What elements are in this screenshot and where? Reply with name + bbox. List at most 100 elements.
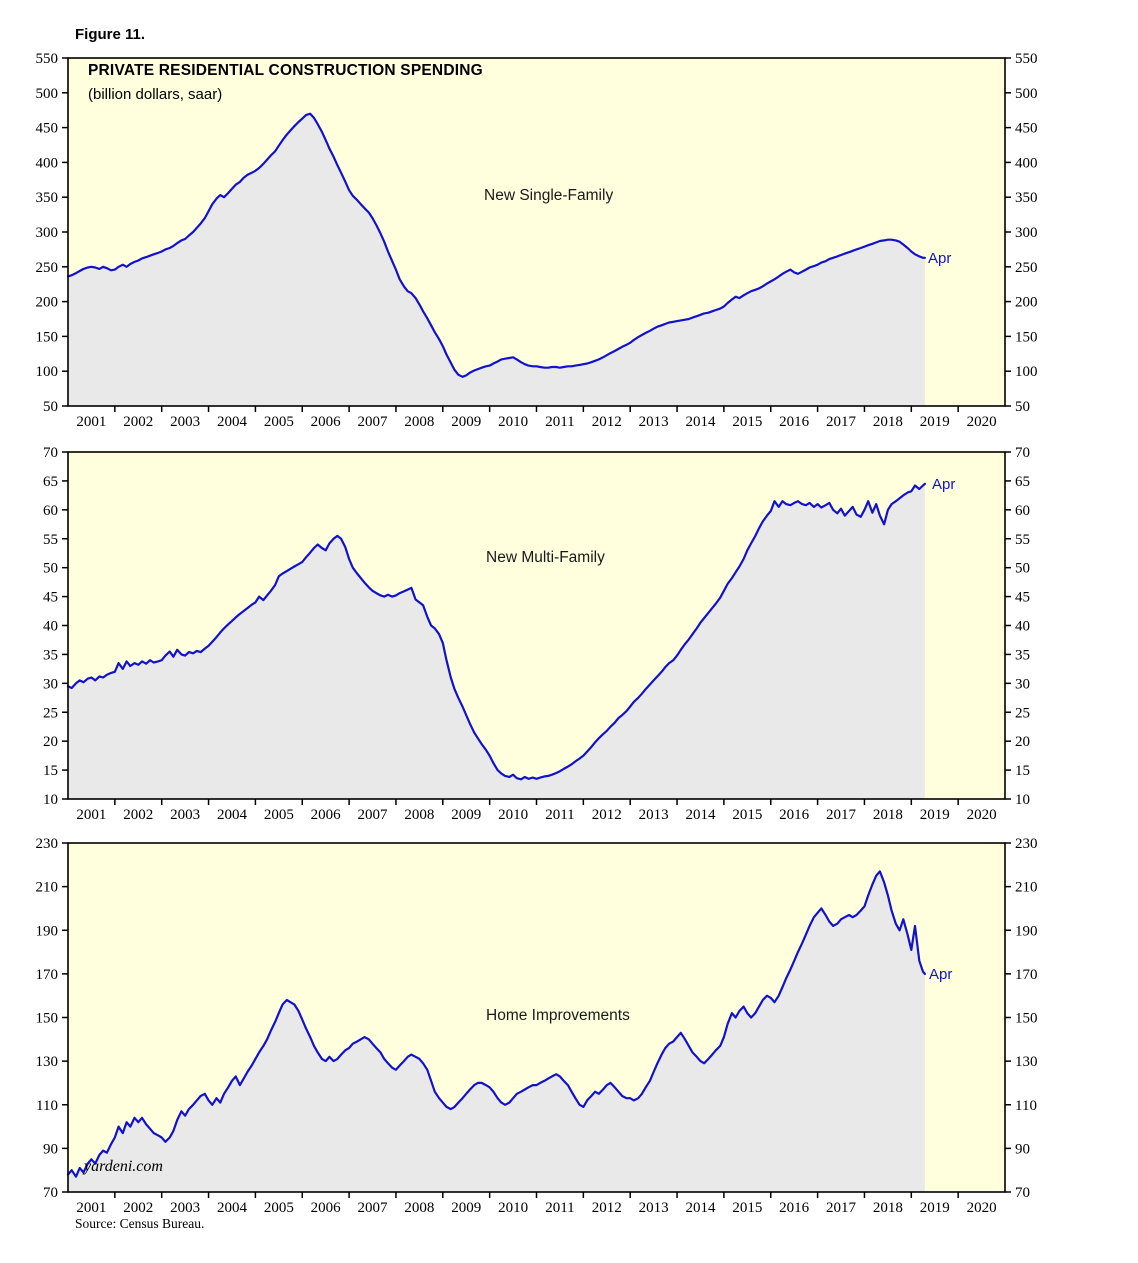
y-tick-label-left: 70 <box>43 445 58 461</box>
x-tick-label: 2014 <box>685 414 716 430</box>
x-tick-label: 2001 <box>76 1200 106 1216</box>
panel2-end-label: Apr <box>932 476 956 493</box>
y-tick-label-left: 350 <box>36 190 59 206</box>
y-tick-label-right: 60 <box>1015 503 1030 519</box>
y-tick-label-left: 500 <box>36 86 59 102</box>
area-fill <box>68 483 925 799</box>
x-tick-label: 2011 <box>545 807 574 823</box>
x-tick-label: 2007 <box>358 1200 389 1216</box>
x-tick-label: 2006 <box>311 807 342 823</box>
x-tick-label: 2019 <box>920 414 950 430</box>
y-tick-label-right: 200 <box>1015 295 1038 311</box>
series-line <box>66 112 927 378</box>
y-tick-label-right: 500 <box>1015 86 1038 102</box>
x-tick-label: 2006 <box>311 1200 342 1216</box>
x-tick-label: 2011 <box>545 1200 574 1216</box>
y-tick-label-right: 150 <box>1015 329 1038 345</box>
y-tick-label-right: 400 <box>1015 155 1038 171</box>
y-tick-label-left: 60 <box>43 503 58 519</box>
y-tick-label-right: 70 <box>1015 1185 1030 1201</box>
y-tick-label-left: 450 <box>36 121 59 137</box>
y-tick-label-left: 400 <box>36 155 59 171</box>
y-tick-label-right: 230 <box>1015 836 1038 852</box>
panel1-end-label: Apr <box>928 250 952 267</box>
x-tick-label: 2003 <box>170 807 200 823</box>
watermark: yardeni.com <box>84 1158 163 1175</box>
series-line <box>66 482 927 781</box>
x-tick-label: 2014 <box>685 807 716 823</box>
panel2-series-label: New Multi-Family <box>486 549 605 566</box>
y-tick-label-left: 10 <box>43 792 58 808</box>
y-tick-label-right: 190 <box>1015 923 1038 939</box>
y-tick-label-left: 150 <box>36 1011 59 1027</box>
x-tick-label: 2010 <box>498 414 528 430</box>
x-tick-label: 2011 <box>545 414 574 430</box>
x-tick-label: 2002 <box>123 807 153 823</box>
y-tick-label-right: 350 <box>1015 190 1038 206</box>
x-tick-label: 2008 <box>404 807 434 823</box>
x-tick-label: 2018 <box>873 807 903 823</box>
y-tick-label-right: 45 <box>1015 590 1030 606</box>
y-tick-label-left: 550 <box>36 51 59 67</box>
x-tick-label: 2015 <box>732 807 762 823</box>
y-tick-label-right: 450 <box>1015 121 1038 137</box>
figure-number: Figure 11. <box>75 26 146 43</box>
x-tick-label: 2015 <box>732 1200 762 1216</box>
y-tick-label-right: 70 <box>1015 445 1030 461</box>
area-fill <box>68 113 925 406</box>
x-tick-label: 2001 <box>76 414 106 430</box>
x-tick-label: 2013 <box>639 414 669 430</box>
x-tick-label: 2020 <box>967 807 997 823</box>
x-tick-label: 2003 <box>170 1200 200 1216</box>
x-tick-label: 2018 <box>873 414 903 430</box>
x-tick-label: 2013 <box>639 1200 669 1216</box>
y-tick-label-right: 100 <box>1015 364 1038 380</box>
x-tick-label: 2001 <box>76 807 106 823</box>
y-tick-label-left: 170 <box>36 967 59 983</box>
x-tick-label: 2003 <box>170 414 200 430</box>
y-tick-label-left: 210 <box>36 880 59 896</box>
x-tick-label: 2010 <box>498 1200 528 1216</box>
panel3-series-label: Home Improvements <box>486 1007 630 1024</box>
x-tick-label: 2016 <box>779 807 810 823</box>
y-tick-label-left: 110 <box>36 1098 58 1114</box>
x-tick-label: 2020 <box>967 414 997 430</box>
x-tick-label: 2007 <box>358 807 389 823</box>
x-tick-label: 2017 <box>826 807 857 823</box>
y-tick-label-left: 30 <box>43 676 58 692</box>
x-tick-label: 2017 <box>826 1200 857 1216</box>
y-tick-label-right: 170 <box>1015 967 1038 983</box>
y-tick-label-right: 55 <box>1015 532 1030 548</box>
panel3-end-label: Apr <box>929 966 953 983</box>
x-tick-label: 2008 <box>404 414 434 430</box>
y-tick-label-right: 40 <box>1015 619 1030 635</box>
y-tick-label-left: 55 <box>43 532 58 548</box>
y-tick-label-right: 10 <box>1015 792 1030 808</box>
y-tick-label-right: 65 <box>1015 474 1030 490</box>
y-tick-label-left: 250 <box>36 260 59 276</box>
y-tick-label-left: 230 <box>36 836 59 852</box>
y-tick-label-right: 90 <box>1015 1141 1030 1157</box>
y-tick-label-right: 150 <box>1015 1011 1038 1027</box>
y-tick-label-right: 15 <box>1015 763 1030 779</box>
x-tick-label: 2005 <box>264 1200 294 1216</box>
x-tick-label: 2013 <box>639 807 669 823</box>
y-tick-label-right: 300 <box>1015 225 1038 241</box>
y-tick-label-left: 40 <box>43 619 58 635</box>
y-tick-label-right: 30 <box>1015 676 1030 692</box>
y-tick-label-left: 20 <box>43 734 58 750</box>
x-tick-label: 2016 <box>779 1200 810 1216</box>
y-tick-label-right: 50 <box>1015 399 1030 415</box>
y-tick-label-right: 250 <box>1015 260 1038 276</box>
x-tick-label: 2014 <box>685 1200 716 1216</box>
y-tick-label-left: 50 <box>43 399 58 415</box>
x-tick-label: 2006 <box>311 414 342 430</box>
y-tick-label-left: 150 <box>36 329 59 345</box>
x-tick-label: 2002 <box>123 1200 153 1216</box>
x-tick-label: 2005 <box>264 414 294 430</box>
panel1-series-label: New Single-Family <box>484 187 614 204</box>
x-tick-label: 2016 <box>779 414 810 430</box>
x-tick-label: 2008 <box>404 1200 434 1216</box>
